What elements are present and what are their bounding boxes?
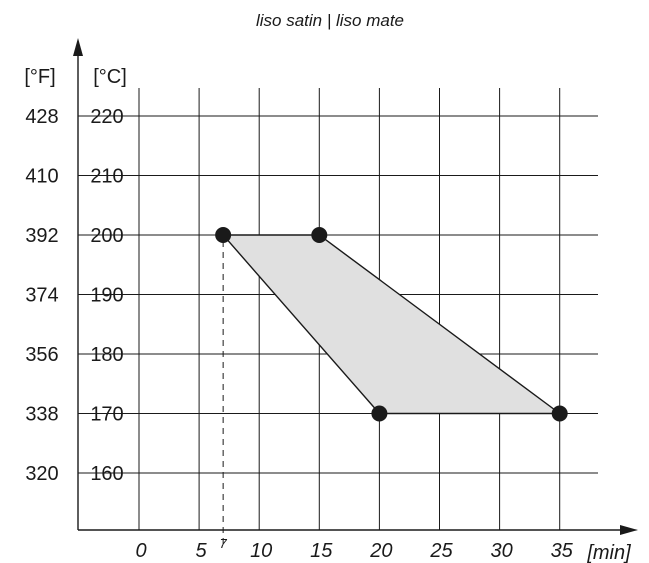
y-tick-label-c-170: 170 (90, 404, 123, 426)
y-tick-label-c-210: 210 (90, 166, 123, 188)
x-marker-label: 7 (220, 536, 228, 551)
y-tick-label-c-200: 200 (90, 225, 123, 247)
y-tick-label-c-180: 180 (90, 344, 123, 366)
y-tick-label-f-356: 356 (25, 344, 58, 366)
y-ticks-fahrenheit: 320 338 356 374 392 410 428 (25, 106, 58, 485)
y-tick-label-f-374: 374 (25, 285, 58, 307)
y-tick-label-f-320: 320 (25, 463, 58, 485)
y-tick-label-c-190: 190 (90, 285, 123, 307)
y-tick-label-c-160: 160 (90, 463, 123, 485)
x-axis-arrow (620, 525, 638, 535)
y-unit-fahrenheit: [°F] (24, 66, 55, 88)
x-tick-label-30: 30 (490, 540, 512, 562)
x-unit-label: [min] (586, 542, 631, 563)
y-tick-label-f-392: 392 (25, 225, 58, 247)
region-vertices (215, 227, 568, 422)
y-ticks-celsius: 160 170 180 190 200 210 220 (90, 106, 123, 485)
data-point-4 (371, 405, 388, 422)
y-tick-label-f-338: 338 (25, 404, 58, 426)
y-tick-label-f-428: 428 (25, 106, 58, 128)
baking-region (221, 234, 562, 415)
x-tick-label-25: 25 (429, 540, 453, 562)
x-tick-label-35: 35 (551, 540, 574, 562)
x-tick-label-0: 0 (135, 540, 146, 562)
y-tick-label-c-220: 220 (90, 106, 123, 128)
x-tick-label-10: 10 (250, 540, 272, 562)
y-axis-arrow (73, 38, 83, 56)
data-point-2 (311, 227, 328, 243)
x-tick-label-15: 15 (310, 540, 333, 562)
x-ticks: 0 5 10 15 20 25 30 35 (135, 540, 573, 562)
chart-title: liso satin | liso mate (256, 11, 404, 30)
x-tick-label-20: 20 (369, 540, 392, 562)
y-tick-label-f-410: 410 (25, 166, 58, 188)
y-unit-celsius: [°C] (93, 66, 127, 88)
x-tick-label-5: 5 (196, 540, 208, 562)
data-point-1 (215, 227, 232, 243)
data-point-3 (551, 405, 568, 422)
